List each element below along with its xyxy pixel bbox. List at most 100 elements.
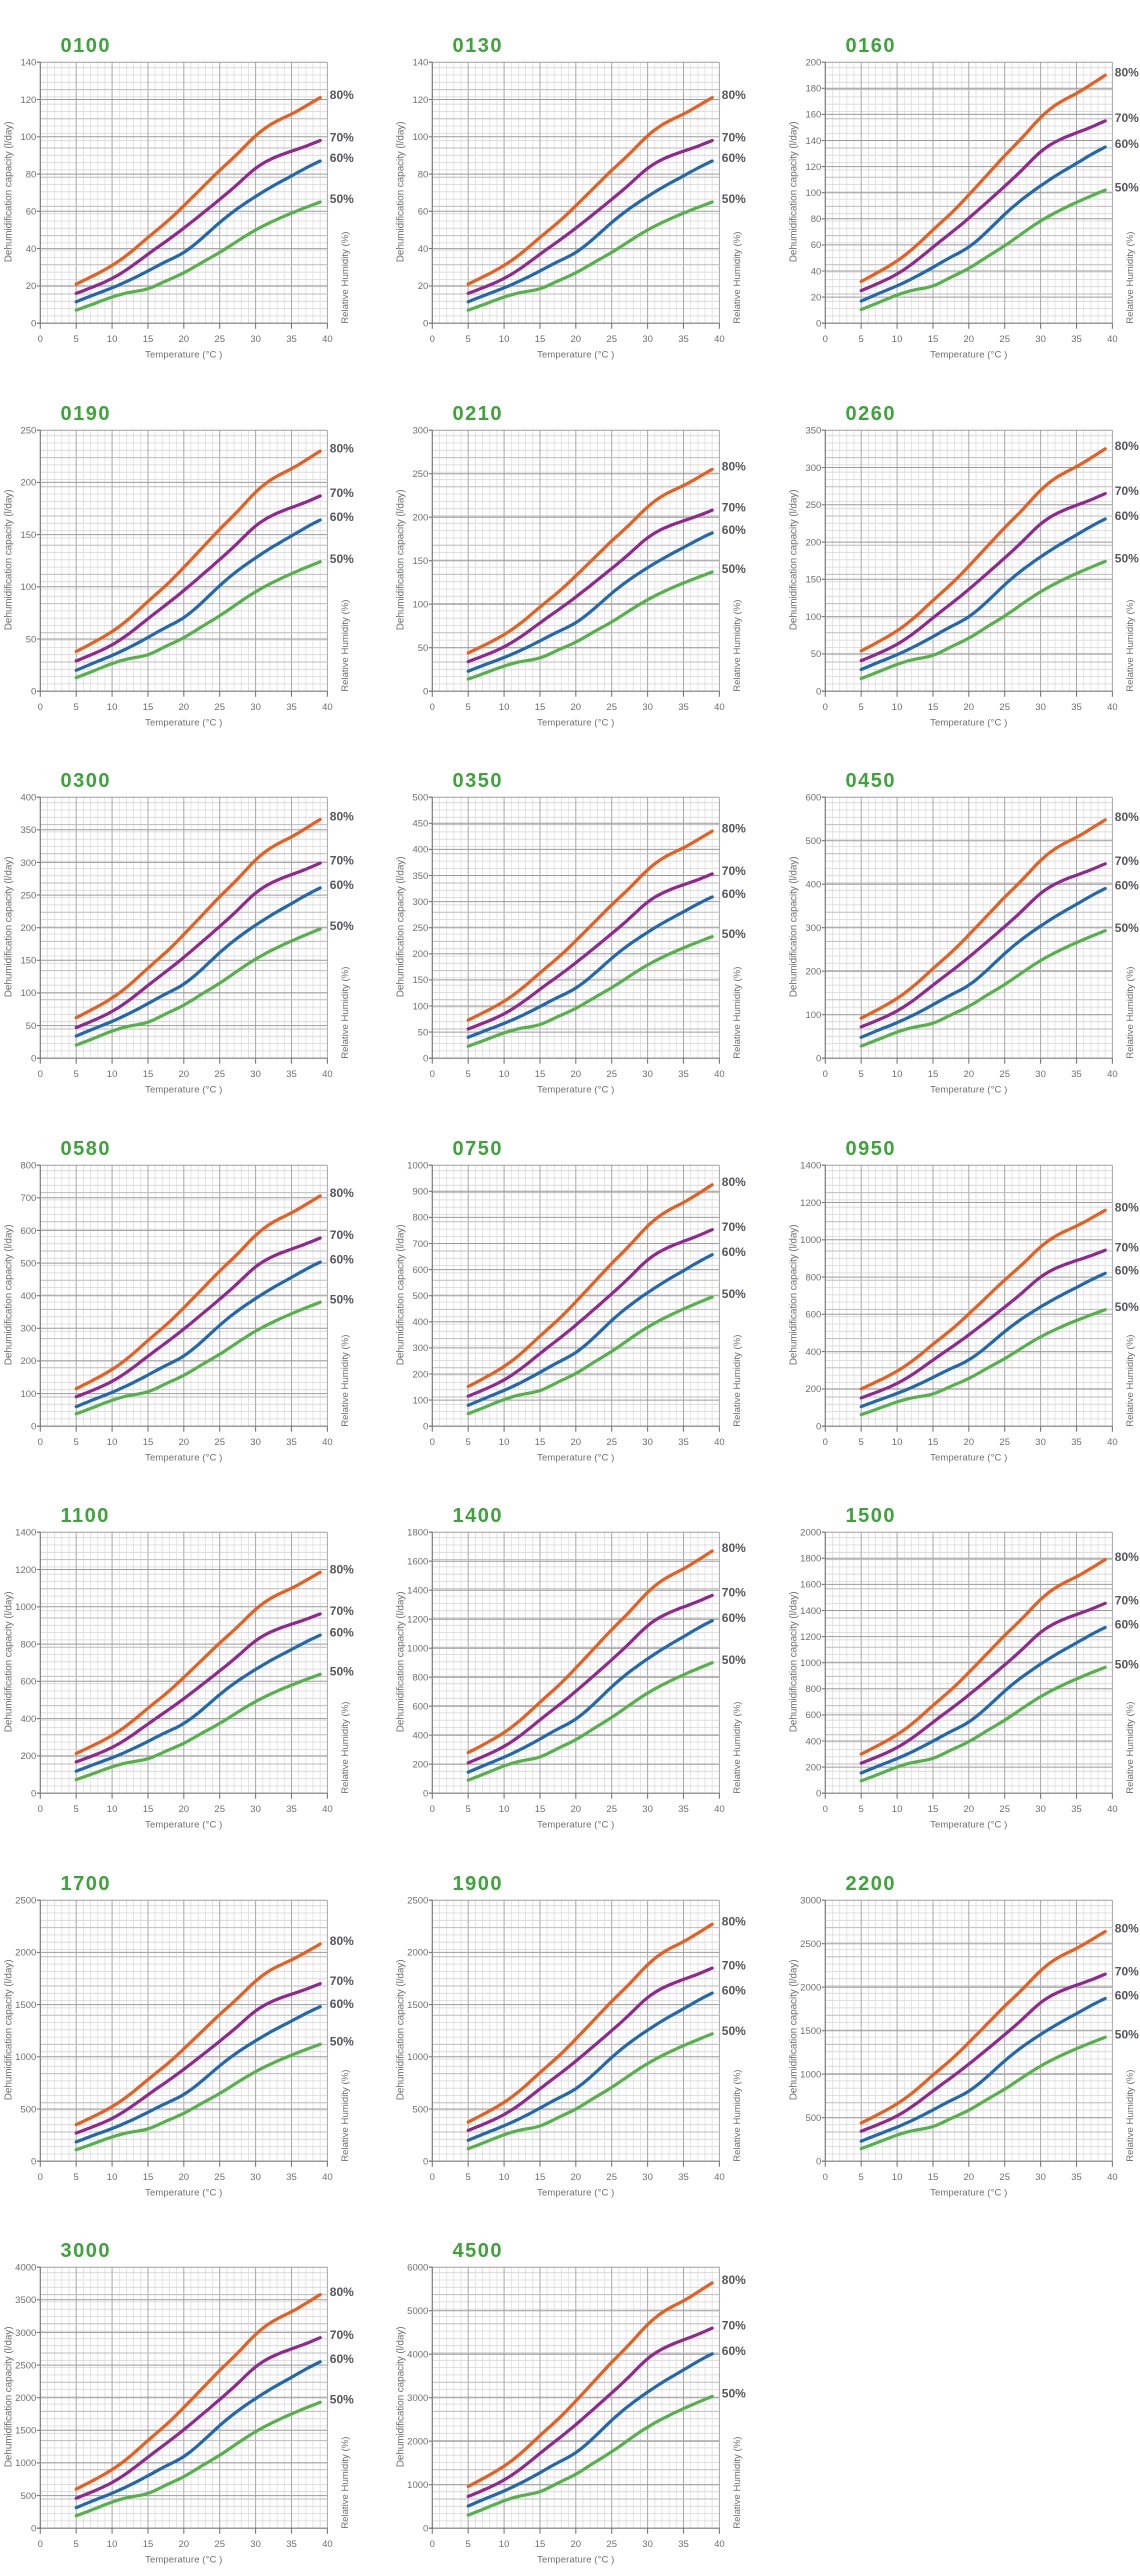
svg-text:70%: 70% [330, 131, 354, 145]
svg-text:800: 800 [805, 1684, 821, 1695]
svg-text:2500: 2500 [15, 2360, 36, 2371]
svg-text:300: 300 [20, 858, 36, 869]
svg-text:2500: 2500 [407, 1895, 428, 1906]
svg-text:1600: 1600 [800, 1580, 821, 1591]
svg-text:2000: 2000 [15, 2393, 36, 2404]
svg-text:400: 400 [805, 1346, 821, 1357]
svg-text:100: 100 [413, 599, 429, 610]
svg-text:100: 100 [20, 988, 36, 999]
svg-text:0350: 0350 [453, 770, 504, 792]
svg-text:1500: 1500 [800, 2026, 821, 2037]
svg-text:80%: 80% [330, 441, 354, 455]
svg-text:150: 150 [413, 975, 429, 986]
svg-text:0: 0 [423, 319, 428, 330]
svg-text:250: 250 [413, 469, 429, 480]
svg-text:40: 40 [418, 244, 429, 255]
svg-text:400: 400 [413, 1317, 429, 1328]
svg-text:0: 0 [816, 686, 821, 697]
svg-text:160: 160 [805, 110, 821, 121]
svg-text:0190: 0190 [61, 403, 112, 425]
svg-text:200: 200 [20, 923, 36, 934]
svg-text:3000: 3000 [800, 1895, 821, 1906]
svg-text:60: 60 [810, 240, 821, 251]
svg-text:0300: 0300 [61, 770, 112, 792]
svg-text:50%: 50% [330, 551, 354, 565]
svg-text:80%: 80% [722, 1175, 746, 1189]
svg-text:80%: 80% [330, 2285, 354, 2299]
svg-text:100: 100 [805, 1010, 821, 1021]
svg-text:200: 200 [805, 967, 821, 978]
svg-text:60%: 60% [1114, 509, 1138, 523]
svg-text:600: 600 [20, 1677, 36, 1688]
svg-text:150: 150 [20, 956, 36, 967]
svg-text:60: 60 [418, 207, 429, 218]
svg-text:0: 0 [816, 1789, 821, 1800]
svg-text:60%: 60% [330, 1625, 354, 1639]
svg-text:300: 300 [20, 1323, 36, 1334]
svg-text:80%: 80% [1114, 810, 1138, 824]
svg-text:0: 0 [31, 1054, 36, 1065]
svg-text:80: 80 [810, 214, 821, 225]
svg-text:180: 180 [805, 84, 821, 95]
svg-text:900: 900 [413, 1186, 429, 1197]
svg-text:60%: 60% [1114, 1988, 1138, 2002]
svg-text:1200: 1200 [15, 1565, 36, 1576]
svg-text:200: 200 [413, 512, 429, 523]
svg-text:80%: 80% [330, 88, 354, 102]
svg-text:120: 120 [413, 95, 429, 106]
svg-text:60%: 60% [330, 1996, 354, 2010]
svg-text:1500: 1500 [15, 2426, 36, 2437]
svg-text:200: 200 [805, 1384, 821, 1395]
svg-text:200: 200 [20, 1751, 36, 1762]
svg-text:70%: 70% [722, 2318, 746, 2332]
svg-text:50: 50 [26, 634, 37, 645]
svg-text:200: 200 [413, 1369, 429, 1380]
svg-text:50%: 50% [722, 2024, 746, 2038]
svg-text:50%: 50% [330, 192, 354, 206]
svg-text:600: 600 [805, 793, 821, 804]
svg-text:70%: 70% [722, 1219, 746, 1233]
svg-text:500: 500 [805, 2113, 821, 2124]
svg-text:2000: 2000 [407, 1947, 428, 1958]
svg-text:200: 200 [805, 1762, 821, 1773]
svg-text:1000: 1000 [15, 2052, 36, 2063]
svg-text:200: 200 [805, 537, 821, 548]
svg-text:200: 200 [20, 477, 36, 488]
svg-text:0130: 0130 [453, 35, 504, 57]
svg-text:350: 350 [20, 825, 36, 836]
svg-text:70%: 70% [722, 131, 746, 145]
svg-text:50%: 50% [330, 1665, 354, 1679]
svg-text:60: 60 [26, 207, 37, 218]
svg-text:60%: 60% [722, 151, 746, 165]
svg-text:0: 0 [423, 1421, 428, 1432]
svg-text:80%: 80% [1114, 1921, 1138, 1935]
svg-text:50%: 50% [1114, 2027, 1138, 2041]
svg-text:0: 0 [423, 1054, 428, 1065]
svg-text:300: 300 [805, 462, 821, 473]
svg-text:200: 200 [805, 58, 821, 69]
svg-text:80: 80 [26, 169, 37, 180]
svg-text:60%: 60% [722, 1983, 746, 1997]
svg-text:140: 140 [413, 58, 429, 69]
svg-text:60%: 60% [722, 523, 746, 537]
svg-text:50%: 50% [330, 1292, 354, 1306]
svg-text:70%: 70% [330, 2328, 354, 2342]
svg-text:600: 600 [805, 1710, 821, 1721]
svg-text:2500: 2500 [800, 1939, 821, 1950]
svg-text:20: 20 [810, 292, 821, 303]
svg-text:300: 300 [413, 425, 429, 436]
svg-text:0: 0 [816, 1054, 821, 1065]
svg-text:1500: 1500 [845, 1505, 896, 1527]
svg-text:60%: 60% [330, 1252, 354, 1266]
svg-text:1000: 1000 [800, 2069, 821, 2080]
svg-text:80: 80 [418, 169, 429, 180]
svg-text:50%: 50% [722, 2387, 746, 2401]
svg-text:1000: 1000 [407, 1160, 428, 1171]
svg-text:100: 100 [20, 1388, 36, 1399]
svg-text:0: 0 [423, 1789, 428, 1800]
svg-text:2000: 2000 [407, 2437, 428, 2448]
svg-text:100: 100 [413, 1001, 429, 1012]
svg-text:1000: 1000 [15, 2458, 36, 2469]
svg-text:700: 700 [20, 1193, 36, 1204]
svg-text:200: 200 [413, 949, 429, 960]
